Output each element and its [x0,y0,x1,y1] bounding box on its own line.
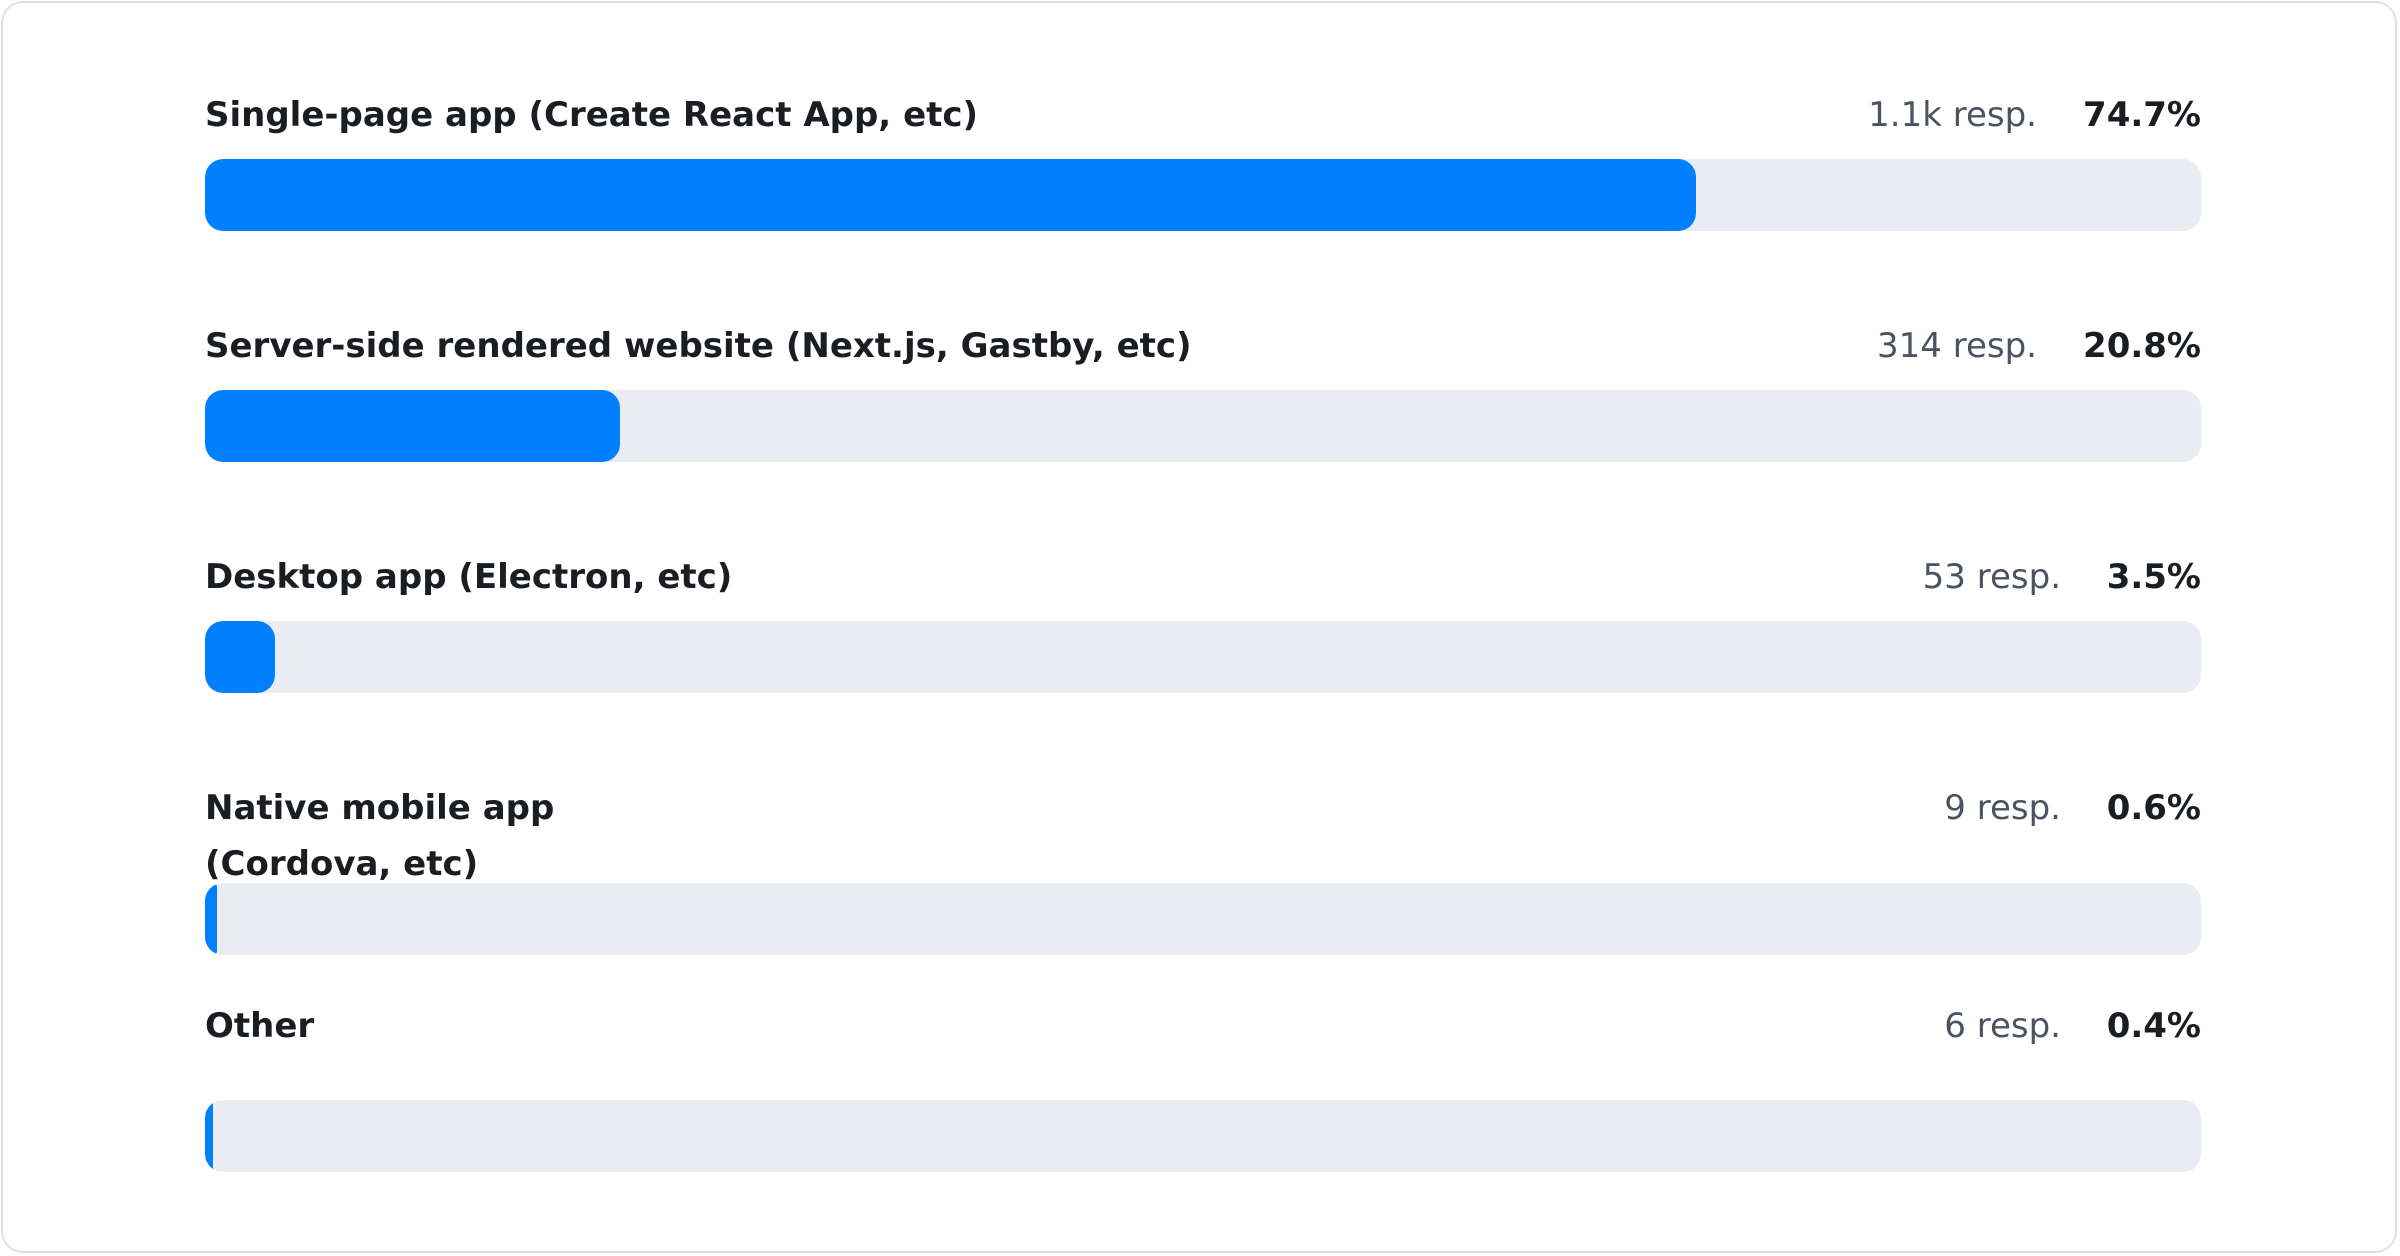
bar-row: Native mobile app (Cordova, etc) 0.6% 9 … [205,780,2201,980]
bar-row: Desktop app (Electron, etc) 3.5% 53 resp… [205,549,2201,749]
bar-row: Other 0.4% 6 resp. [205,998,2201,1198]
bar-fill [205,159,1696,231]
bar-row: Server-side rendered website (Next.js, G… [205,318,2201,518]
bar-fill [205,883,217,955]
bar-track [205,390,2201,462]
bar-row: Single-page app (Create React App, etc) … [205,87,2201,287]
percent-label: 0.6% [2106,788,2201,828]
percent-label: 0.4% [2106,1006,2201,1046]
percent-label: 74.7% [2083,95,2201,135]
bar-track [205,1100,2201,1172]
category-label: Other [205,1006,315,1046]
response-count: 6 resp. [1944,1006,2061,1046]
response-count: 314 resp. [1877,326,2037,366]
category-label: Desktop app (Electron, etc) [205,557,733,597]
category-label: Server-side rendered website (Next.js, G… [205,326,1192,366]
bar-fill [205,621,275,693]
category-label: Native mobile app (Cordova, etc) [205,788,555,884]
response-count: 53 resp. [1922,557,2061,597]
response-count: 9 resp. [1944,788,2061,828]
bar-fill [205,1100,213,1172]
percent-label: 3.5% [2106,557,2201,597]
bar-track [205,621,2201,693]
category-label: Single-page app (Create React App, etc) [205,95,979,135]
percent-label: 20.8% [2083,326,2201,366]
response-count: 1.1k resp. [1868,95,2037,135]
bar-track [205,883,2201,955]
bar-track [205,159,2201,231]
bar-fill [205,390,621,462]
